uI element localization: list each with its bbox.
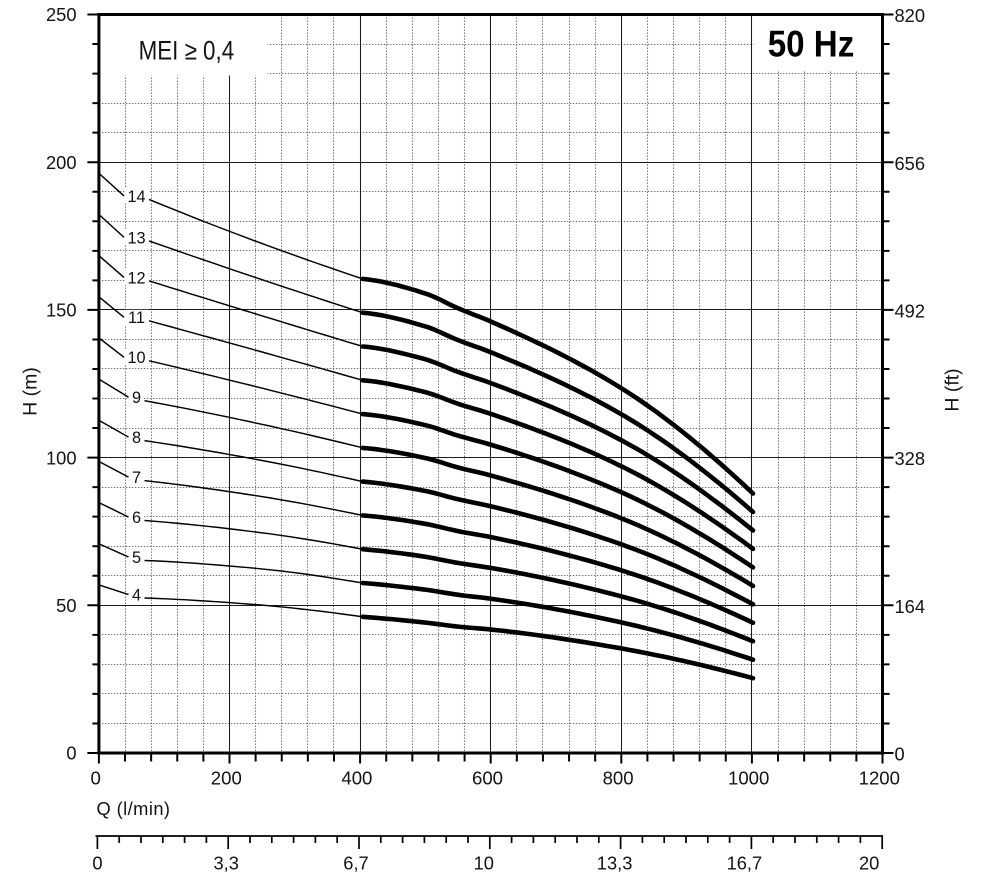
- svg-text:200: 200: [211, 768, 242, 789]
- svg-text:250: 250: [46, 4, 77, 25]
- svg-text:10: 10: [127, 349, 145, 367]
- svg-text:5: 5: [132, 549, 141, 567]
- svg-text:820: 820: [895, 5, 926, 26]
- svg-text:0: 0: [92, 853, 102, 874]
- svg-text:4: 4: [132, 586, 141, 604]
- svg-text:3,3: 3,3: [213, 853, 238, 874]
- svg-text:20: 20: [859, 853, 879, 874]
- svg-text:H (ft): H (ft): [942, 368, 964, 411]
- svg-text:9: 9: [132, 389, 141, 407]
- svg-text:600: 600: [472, 768, 503, 789]
- svg-text:1000: 1000: [728, 768, 769, 789]
- svg-text:328: 328: [895, 448, 926, 469]
- svg-text:150: 150: [46, 300, 77, 321]
- svg-text:656: 656: [895, 153, 926, 174]
- svg-text:H (m): H (m): [20, 367, 42, 416]
- svg-text:8: 8: [132, 429, 141, 447]
- svg-text:492: 492: [895, 301, 926, 322]
- svg-text:14: 14: [127, 188, 145, 206]
- svg-text:7: 7: [132, 469, 141, 487]
- svg-text:0: 0: [91, 768, 101, 789]
- svg-text:16,7: 16,7: [727, 853, 763, 874]
- svg-text:13,3: 13,3: [597, 853, 633, 874]
- svg-text:200: 200: [46, 152, 77, 173]
- svg-text:12: 12: [127, 269, 145, 287]
- svg-text:MEI ≥ 0,4: MEI ≥ 0,4: [139, 36, 235, 66]
- svg-text:6: 6: [132, 509, 141, 527]
- svg-text:13: 13: [127, 229, 145, 247]
- svg-text:1200: 1200: [859, 768, 900, 789]
- svg-text:11: 11: [128, 309, 145, 327]
- svg-text:50 Hz: 50 Hz: [768, 24, 855, 65]
- svg-text:400: 400: [341, 768, 372, 789]
- svg-text:800: 800: [603, 768, 634, 789]
- svg-text:50: 50: [56, 595, 76, 616]
- svg-text:10: 10: [474, 853, 494, 874]
- svg-text:100: 100: [46, 447, 77, 468]
- svg-text:0: 0: [895, 744, 905, 765]
- svg-text:0: 0: [66, 743, 76, 764]
- svg-text:6,7: 6,7: [343, 853, 368, 874]
- svg-text:164: 164: [895, 596, 926, 617]
- svg-text:Q (l/min): Q (l/min): [97, 798, 171, 819]
